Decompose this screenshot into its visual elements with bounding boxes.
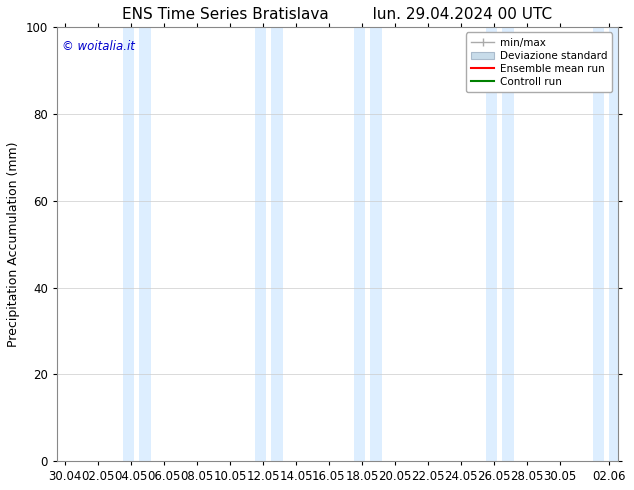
Bar [370, 27, 382, 461]
Bar [271, 27, 283, 461]
Y-axis label: Precipitation Accumulation (mm): Precipitation Accumulation (mm) [7, 142, 20, 347]
Bar [354, 27, 365, 461]
Bar [255, 27, 266, 461]
Text: © woitalia.it: © woitalia.it [62, 40, 135, 53]
Legend: min/max, Deviazione standard, Ensemble mean run, Controll run: min/max, Deviazione standard, Ensemble m… [466, 32, 612, 92]
Bar [609, 27, 621, 461]
Bar [593, 27, 604, 461]
Bar [486, 27, 497, 461]
Title: ENS Time Series Bratislava         lun. 29.04.2024 00 UTC: ENS Time Series Bratislava lun. 29.04.20… [122, 7, 552, 22]
Bar [123, 27, 134, 461]
Bar [502, 27, 514, 461]
Bar [139, 27, 151, 461]
